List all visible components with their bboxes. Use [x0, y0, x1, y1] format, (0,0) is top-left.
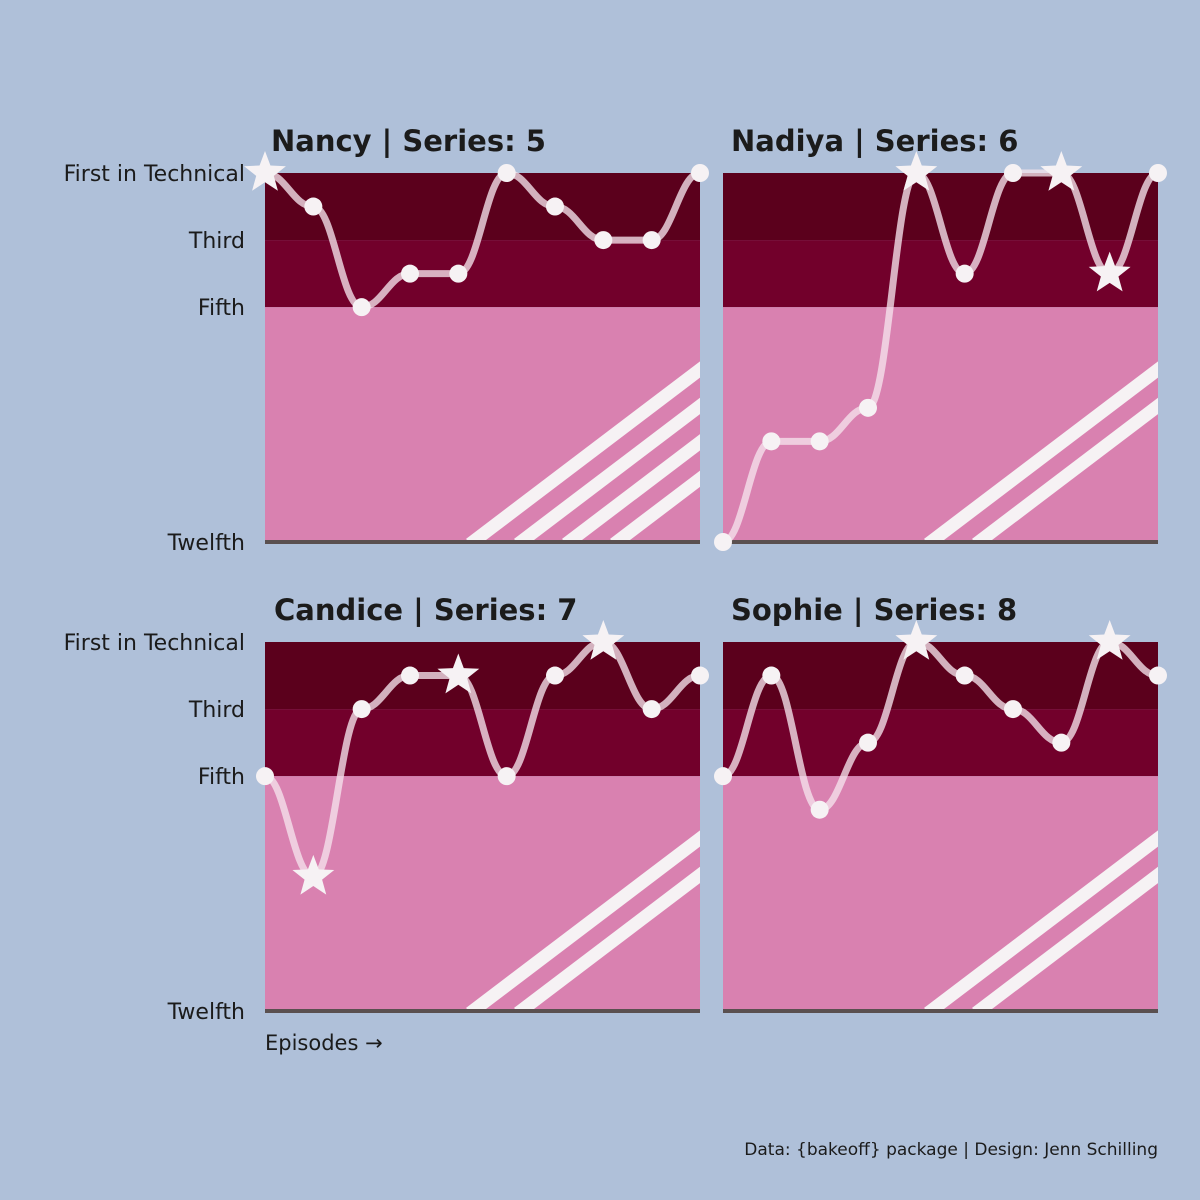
y-tick-label: Fifth — [198, 296, 245, 321]
data-point — [859, 398, 877, 417]
y-tick-label: First in Technical — [64, 162, 245, 187]
data-point — [352, 700, 371, 719]
decorative-stripe — [972, 397, 1158, 542]
data-point — [859, 733, 877, 752]
y-tick-label: Fifth — [198, 765, 245, 790]
data-point — [401, 264, 419, 283]
stripe-group — [466, 361, 700, 542]
panel-title: Nadiya | Series: 6 — [731, 124, 1018, 158]
star-baker-marker — [1088, 620, 1131, 660]
y-tick-label: Third — [188, 698, 245, 723]
star-baker-marker — [895, 151, 938, 191]
panel-2: Nadiya | Series: 6 — [714, 124, 1167, 551]
y-tick-label: First in Technical — [64, 631, 245, 656]
star-baker-marker — [895, 620, 938, 660]
data-point — [401, 666, 419, 685]
data-point — [810, 800, 829, 819]
decorative-stripe — [924, 830, 1158, 1011]
data-point — [352, 298, 371, 317]
series-line — [261, 169, 704, 311]
decorative-stripe — [924, 361, 1158, 542]
stripe-group — [924, 830, 1158, 1011]
data-point — [642, 231, 661, 250]
data-point — [256, 767, 274, 786]
decorative-stripe — [562, 434, 700, 542]
data-point — [1004, 164, 1022, 182]
data-point — [546, 666, 564, 685]
data-point — [304, 197, 323, 216]
stripe-group — [924, 361, 1158, 542]
panels-layer: Nancy | Series: 5 First in Technical Third… — [64, 124, 1167, 1025]
star-baker-marker — [437, 653, 480, 694]
data-point — [714, 533, 732, 551]
data-point — [691, 164, 709, 182]
panel-title: Nancy | Series: 5 — [271, 124, 546, 158]
data-point — [546, 197, 564, 216]
star-baker-marker — [582, 620, 625, 660]
data-point — [1149, 666, 1167, 685]
data-point — [449, 264, 468, 283]
series-line — [261, 638, 704, 881]
data-point — [762, 666, 781, 685]
data-point — [810, 432, 829, 451]
star-baker-marker — [292, 854, 335, 895]
caption: Data: {bakeoff} package | Design: Jenn S… — [744, 1140, 1158, 1160]
data-point — [1052, 733, 1071, 752]
data-point — [714, 767, 732, 786]
stripe-group — [466, 830, 700, 1011]
series-line — [719, 169, 1162, 546]
decorative-stripe — [514, 866, 700, 1011]
decorative-stripe — [466, 830, 700, 1011]
panel-3: Candice | Series: 7 First in Technical Thi… — [64, 593, 709, 1025]
y-tick-label: Twelfth — [167, 1000, 245, 1025]
data-point — [691, 666, 709, 685]
data-point — [497, 164, 516, 182]
data-point — [1149, 164, 1167, 182]
data-point — [594, 231, 613, 250]
panel-title: Candice | Series: 7 — [274, 593, 577, 627]
rank-band-2 — [265, 240, 700, 308]
data-point — [955, 666, 974, 685]
star-baker-marker — [244, 151, 286, 191]
y-tick-label: Twelfth — [167, 531, 245, 556]
data-point — [762, 432, 781, 451]
data-point — [955, 264, 974, 283]
decorative-stripe — [466, 361, 700, 542]
star-baker-marker — [1088, 251, 1131, 292]
data-point — [497, 767, 516, 786]
decorative-stripe — [610, 470, 700, 542]
panel-1: Nancy | Series: 5 First in Technical Third… — [64, 124, 709, 556]
panel-title: Sophie | Series: 8 — [731, 593, 1017, 627]
y-tick-label: Third — [188, 229, 245, 254]
data-point — [1004, 700, 1022, 719]
decorative-stripe — [514, 397, 700, 542]
decorative-stripe — [972, 866, 1158, 1011]
rank-band-2 — [723, 240, 1158, 308]
data-point — [642, 700, 661, 719]
panel-4: Sophie | Series: 8 — [714, 593, 1167, 1013]
x-axis-note: Episodes → — [265, 1031, 383, 1055]
star-baker-marker — [1040, 151, 1083, 191]
